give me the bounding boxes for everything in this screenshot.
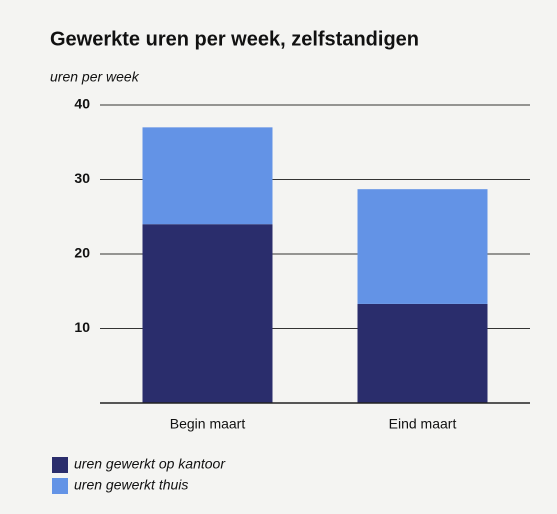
legend-swatch (52, 457, 68, 473)
x-tick-label: Eind maart (389, 416, 457, 432)
legend-swatch (52, 478, 68, 494)
y-tick-label: 20 (74, 245, 90, 261)
y-axis-label: uren per week (50, 69, 140, 85)
legend-label: uren gewerkt op kantoor (74, 456, 226, 472)
chart-title: Gewerkte uren per week, zelfstandigen (50, 28, 419, 50)
bar-segment (357, 189, 488, 304)
y-tick-label: 40 (74, 96, 90, 112)
bar-segment (142, 224, 273, 403)
y-tick-label: 10 (74, 319, 90, 335)
x-tick-label: Begin maart (170, 416, 246, 432)
bar-segment (142, 127, 273, 225)
legend-label: uren gewerkt thuis (74, 477, 188, 493)
y-tick-label: 30 (74, 170, 90, 186)
bar-segment (357, 303, 488, 403)
